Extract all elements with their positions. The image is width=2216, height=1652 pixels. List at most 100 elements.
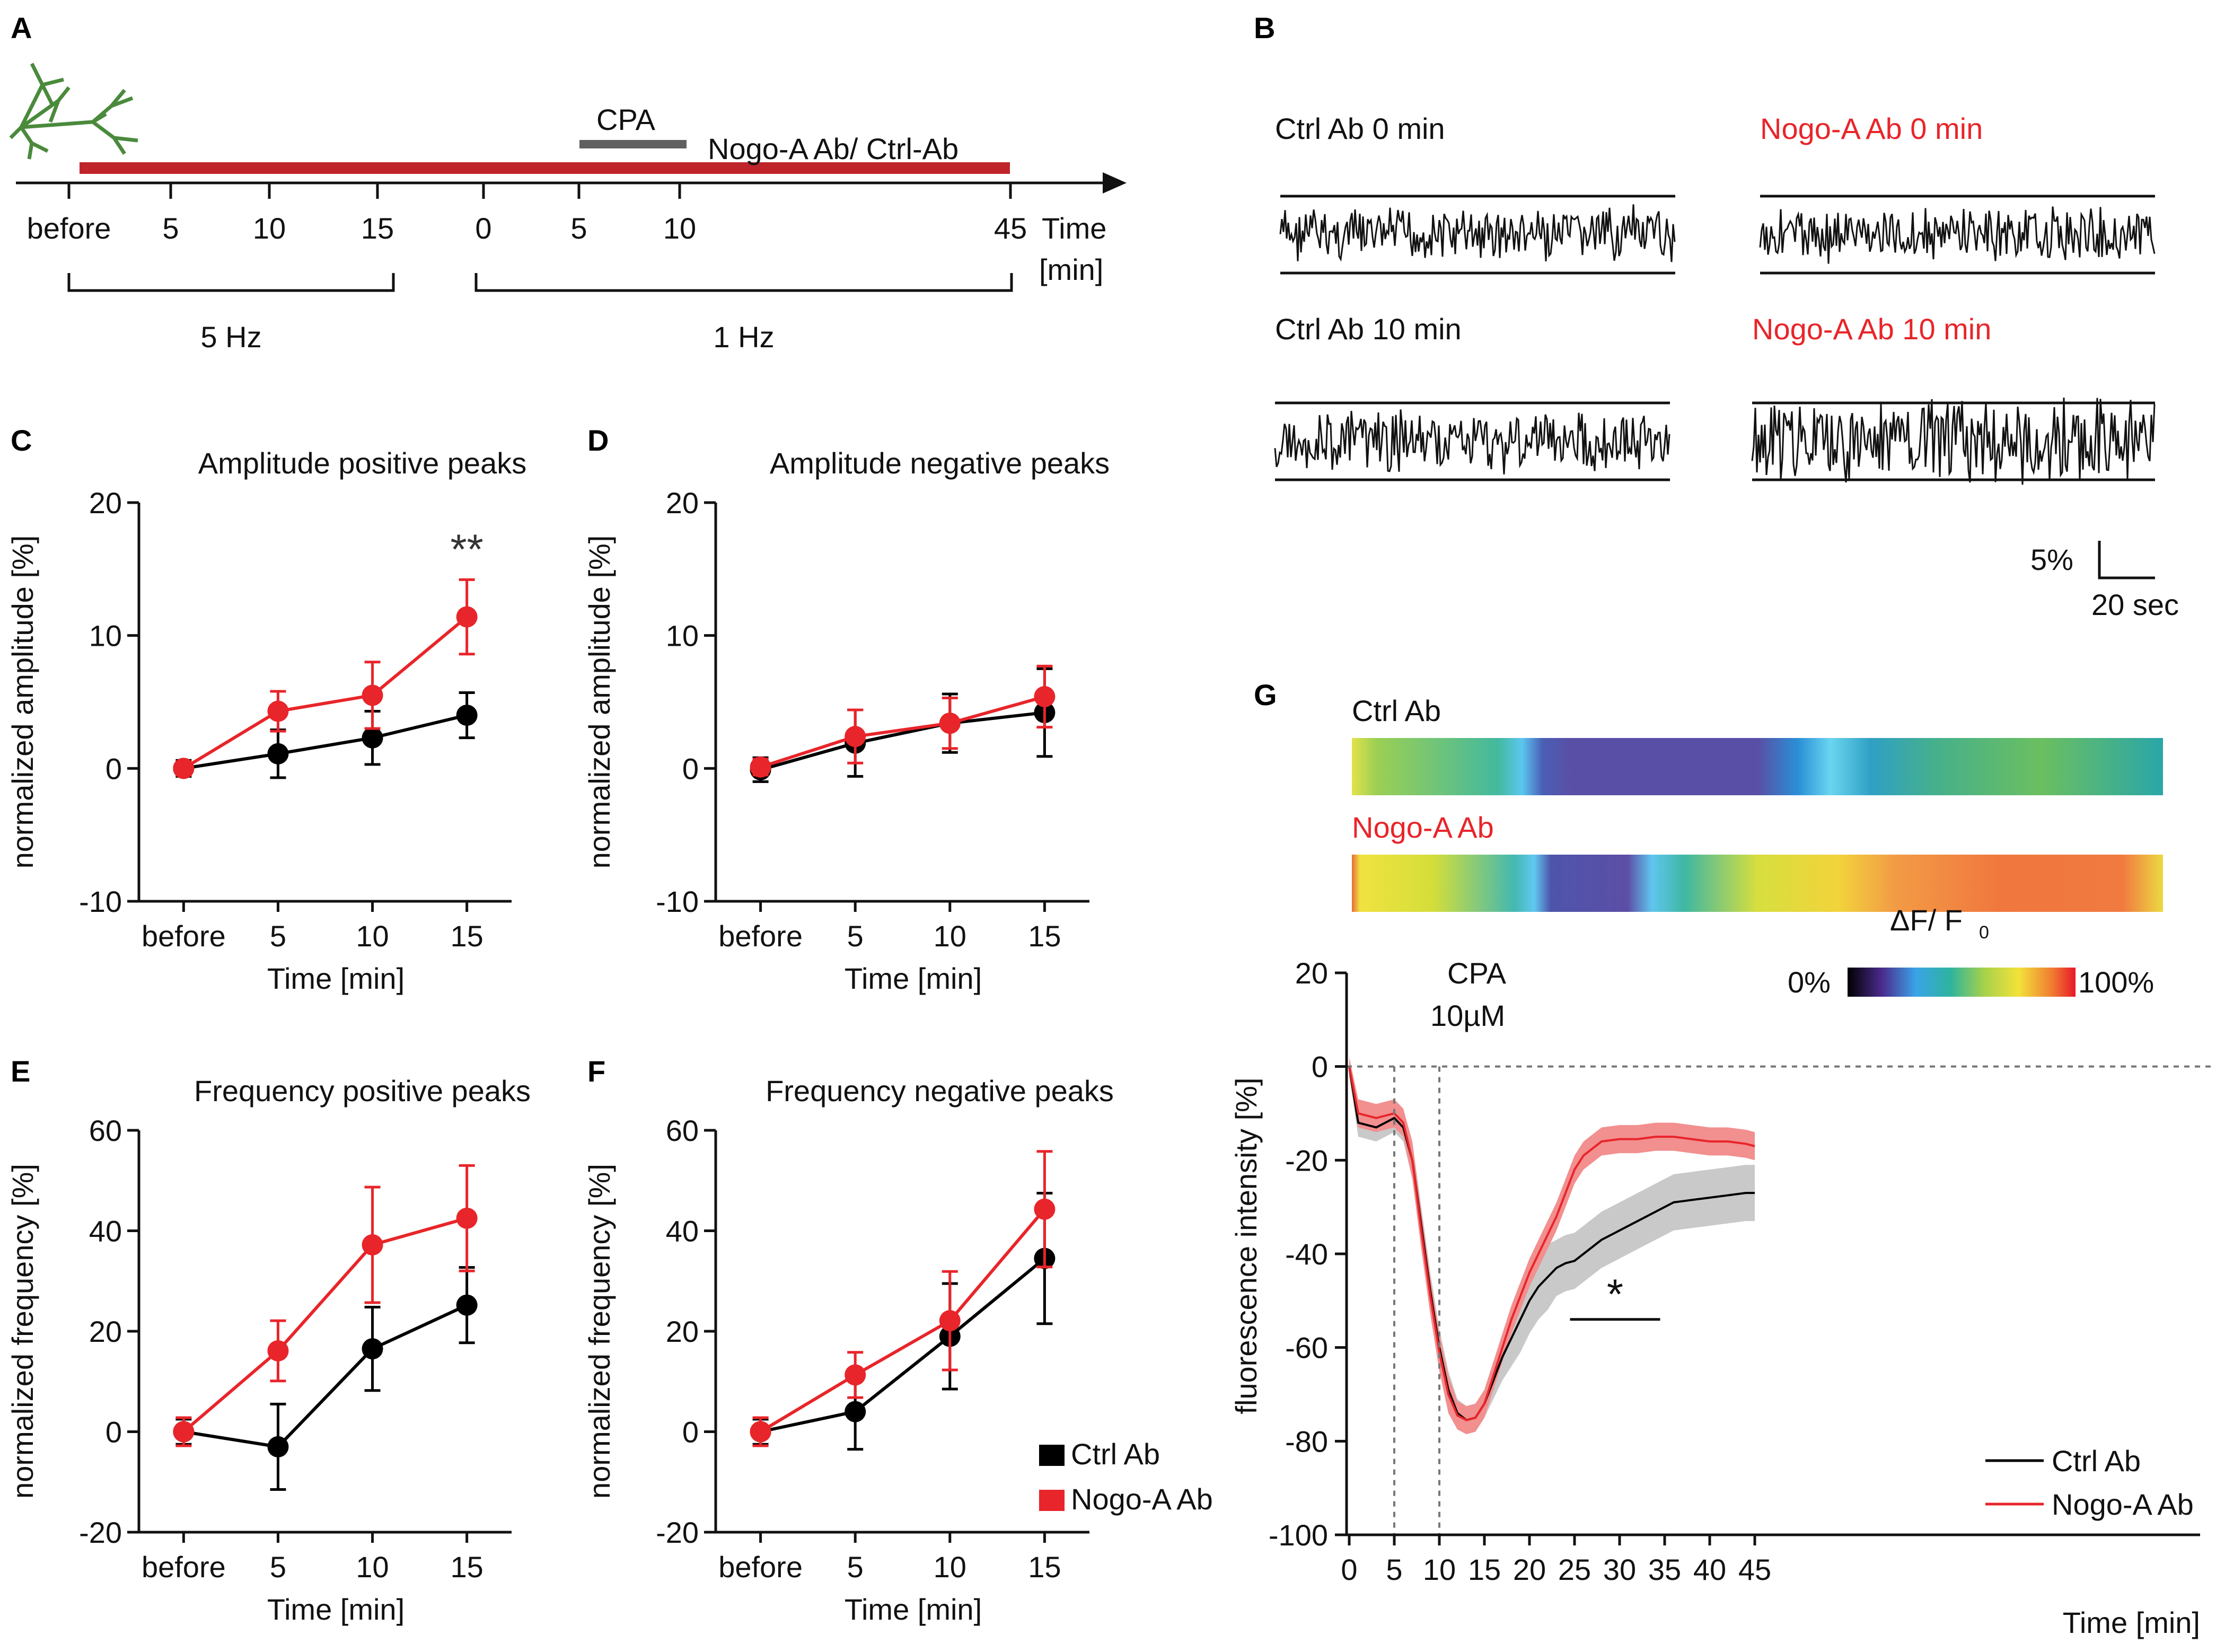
y-tick-label: -100: [1269, 1518, 1328, 1552]
x-tick-label: 25: [1558, 1553, 1591, 1586]
data-point: [845, 1401, 866, 1422]
x-tick-label: 15: [1028, 1550, 1061, 1584]
bracket-1hz: [474, 273, 1013, 292]
trace-title-4: Nogo-A Ab 10 min: [1752, 312, 1991, 346]
x-tick-label: before: [142, 919, 226, 953]
colorbar: [1848, 968, 2076, 997]
freq-1hz: 1 Hz: [713, 320, 774, 354]
treatment-label: Nogo-A Ab/ Ctrl-Ab: [708, 132, 958, 165]
y-tick-label: 0: [682, 1416, 699, 1449]
x-axis-label: Time [min]: [845, 1593, 982, 1626]
x-tick-label: 45: [1738, 1553, 1771, 1586]
y-tick-label: 60: [89, 1114, 122, 1147]
legend-swatch: [1039, 1445, 1065, 1466]
data-point: [845, 1364, 866, 1386]
y-tick-label: -40: [1285, 1237, 1328, 1271]
timeline-tick-label: 45: [994, 212, 1027, 245]
data-point: [267, 1340, 289, 1361]
x-axis-label: Time [min]: [267, 1593, 404, 1626]
chart-title: Frequency negative peaks: [766, 1074, 1114, 1108]
arrow-icon: [1103, 172, 1127, 194]
chart-title: Frequency positive peaks: [194, 1074, 531, 1108]
data-point: [1034, 686, 1056, 707]
data-point: [456, 606, 478, 628]
x-tick-label: 15: [1468, 1553, 1501, 1586]
x-tick-label: 30: [1603, 1553, 1636, 1586]
trace-title-1: Ctrl Ab 0 min: [1275, 112, 1445, 145]
x-tick-label: 20: [1513, 1553, 1546, 1586]
time-label: Time: [1042, 212, 1106, 245]
series-line: [760, 1208, 1046, 1434]
timeline-tick-label: 15: [361, 212, 394, 245]
y-axis-label: normalized frequency [%]: [583, 1164, 616, 1499]
x-tick-label: 10: [934, 919, 966, 953]
scale-bar: [2098, 541, 2155, 579]
series-line: [760, 1257, 1046, 1434]
kymograph-ctrl: [1352, 738, 2163, 795]
x-tick-label: 10: [1423, 1553, 1456, 1586]
x-tick-label: 0: [1341, 1553, 1357, 1586]
y-tick-label: 20: [666, 486, 699, 520]
panel-label-c: C: [11, 424, 32, 457]
bracket-5hz: [67, 273, 395, 292]
colorbar-title: ΔF/ F: [1890, 903, 1963, 937]
cpa-g-conc: 10µM: [1430, 999, 1505, 1032]
chart-f: Frequency negative peaks -20 0 20 40 60 before…: [583, 1074, 1213, 1626]
significance-marker: **: [451, 525, 483, 573]
panel-label-g: G: [1254, 678, 1277, 711]
data-point: [456, 1207, 478, 1229]
x-tick-label: before: [142, 1550, 226, 1584]
x-tick-label: 5: [847, 919, 864, 953]
panel-label-a: A: [11, 11, 32, 45]
data-point: [845, 726, 866, 748]
x-tick-label: 5: [270, 919, 286, 953]
traces: [1274, 195, 2156, 485]
data-point: [362, 684, 383, 706]
trace-1: [1279, 204, 1676, 262]
data-point: [267, 1436, 289, 1457]
trace-4: [1751, 397, 2156, 485]
x-tick-label: 40: [1693, 1553, 1726, 1586]
timeline-ticks: before 5 10 15 0 5 10 45: [27, 183, 1027, 245]
x-tick-label: 10: [356, 1550, 389, 1584]
y-tick-label: 40: [89, 1215, 122, 1248]
y-tick-label: 40: [666, 1215, 699, 1248]
y-tick-label: 20: [1295, 956, 1328, 990]
x-axis-label: Time [min]: [267, 962, 404, 995]
time-unit: [min]: [1039, 253, 1103, 286]
data-point: [750, 756, 771, 778]
x-tick-label: 5: [847, 1550, 864, 1584]
colorbar-min: 0%: [1788, 965, 1831, 999]
significance-marker: *: [1607, 1271, 1623, 1318]
y-tick-label: -80: [1285, 1425, 1328, 1458]
legend-label: Nogo-A Ab: [2052, 1488, 2194, 1521]
series-line: [182, 616, 468, 770]
trace-3: [1274, 409, 1670, 474]
legend-swatch: [1039, 1490, 1065, 1511]
data-point: [456, 1294, 478, 1316]
legend-label: Ctrl Ab: [2052, 1444, 2141, 1478]
kymo-label-nogo: Nogo-A Ab: [1352, 811, 1494, 844]
freq-5hz: 5 Hz: [200, 320, 261, 354]
data-point: [362, 1234, 383, 1256]
cpa-g-label: CPA: [1447, 956, 1507, 990]
x-tick-label: 15: [450, 1550, 483, 1584]
timeline-tick-label: 10: [253, 212, 286, 245]
series-line: [183, 714, 468, 770]
scale-x-label: 20 sec: [2091, 588, 2179, 621]
panel-label-e: E: [11, 1055, 30, 1088]
y-tick-label: -10: [79, 885, 122, 918]
data-point: [456, 705, 478, 726]
timeline-tick-label: 0: [475, 212, 491, 245]
panel-a: A CPA Nogo-A Ab/ Ctrl-Ab before 5 10 15 0 5 10…: [9, 11, 1127, 354]
data-point: [1034, 1198, 1056, 1220]
panel-g: G Ctrl Ab Nogo-A Ab ΔF/ F 0 0% 100% -100…: [1229, 678, 2211, 1639]
y-tick-label: -20: [1285, 1144, 1328, 1177]
kymograph-nogo: [1352, 855, 2163, 912]
series-line: [182, 1216, 468, 1433]
y-tick-label: 60: [666, 1114, 699, 1147]
error-band: [1349, 1057, 1755, 1435]
neuron-icon: [9, 63, 138, 160]
trace-title-2: Nogo-A Ab 0 min: [1760, 112, 1983, 145]
x-tick-label: before: [718, 1550, 803, 1584]
